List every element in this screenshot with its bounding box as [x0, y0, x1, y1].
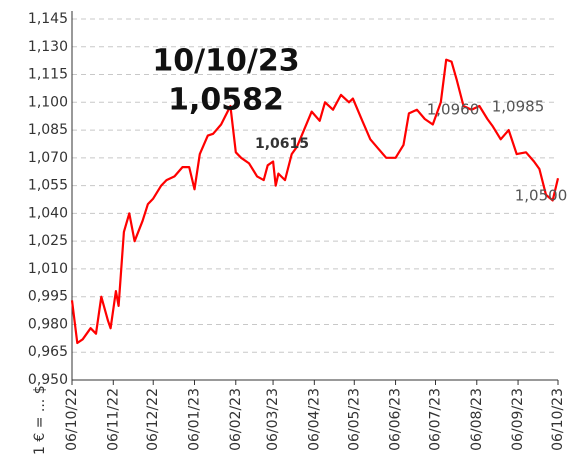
x-tick-label: 06/10/22 [64, 388, 80, 451]
x-tick-label: 06/04/23 [306, 388, 322, 451]
y-tick-label: 1,025 [28, 233, 68, 249]
x-tick-label: 06/09/23 [510, 388, 526, 451]
annotation: 1,0582 [168, 83, 284, 118]
x-tick-label: 06/01/23 [186, 388, 202, 451]
line [70, 58, 560, 345]
x-tick-label: 06/05/23 [346, 388, 362, 451]
x-tick-label: 06/03/23 [265, 388, 281, 451]
y-tick-label: 0,950 [28, 372, 68, 388]
x-tick-label: 06/06/23 [388, 388, 404, 451]
annotation: 10/10/23 [152, 44, 299, 79]
annotation: 1,0960 [427, 101, 480, 119]
y-tick-label: 1,100 [28, 94, 68, 110]
annotation: 1,0985 [492, 98, 545, 116]
y-tick-label: 1,070 [28, 150, 68, 166]
x-tick-label: 06/10/23 [550, 388, 566, 451]
y-tick-label: 0,965 [28, 344, 68, 360]
y-tick-label: 1,055 [28, 178, 68, 194]
y-tick-label: 1,010 [28, 261, 68, 277]
y-tick-label: 1,040 [28, 205, 68, 221]
y-tick-label: 1,130 [28, 39, 68, 55]
y-axis-label: 1 € = ... $ [32, 385, 48, 455]
y-tick-label: 1,145 [28, 11, 68, 27]
y-tick-label: 0,980 [28, 316, 68, 332]
x-tick-label: 06/08/23 [469, 388, 485, 451]
x-tick-label: 06/11/22 [105, 388, 121, 451]
y-tick-label: 1,085 [28, 122, 68, 138]
y-tick-label: 0,995 [28, 289, 68, 305]
annotation: 1,0500 [515, 187, 568, 205]
x-tick-label: 06/02/23 [228, 388, 244, 451]
y-tick-label: 1,115 [28, 67, 68, 83]
x-tick-label: 06/12/22 [145, 388, 161, 451]
x-tick-label: 06/07/23 [428, 388, 444, 451]
annotation: 1,0615 [255, 136, 309, 152]
